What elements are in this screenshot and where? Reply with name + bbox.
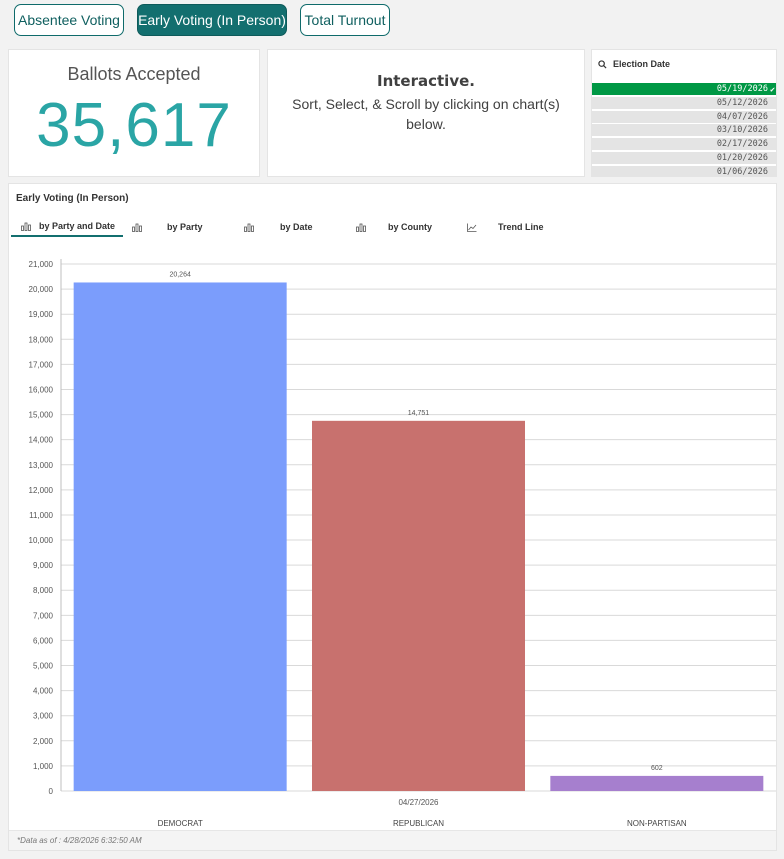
tab-label: by Date bbox=[280, 222, 313, 232]
filter-date-label: 01/06/2026 bbox=[716, 166, 768, 177]
election-date-filter[interactable]: Election Date 05/19/2026 ✔ 05/12/2026 04/07… bbox=[591, 49, 777, 177]
tab-label: by County bbox=[388, 222, 432, 232]
y-tick-label: 9,000 bbox=[33, 561, 54, 570]
y-tick-label: 5,000 bbox=[33, 662, 54, 671]
filter-date-item[interactable]: 01/20/2026 bbox=[592, 152, 776, 165]
category-label: REPUBLICAN bbox=[393, 819, 444, 828]
y-tick-label: 2,000 bbox=[33, 737, 54, 746]
y-tick-label: 10,000 bbox=[29, 536, 54, 545]
y-tick-label: 20,000 bbox=[29, 285, 54, 294]
filter-date-label: 04/07/2026 bbox=[716, 111, 768, 122]
info-card: Interactive. Sort, Select, & Scroll by c… bbox=[267, 49, 585, 177]
y-tick-label: 11,000 bbox=[29, 511, 53, 520]
y-tick-label: 18,000 bbox=[29, 335, 54, 344]
tab-trend-line[interactable]: Trend Line bbox=[467, 217, 544, 237]
data-label: 14,751 bbox=[408, 410, 430, 417]
tab-label: by Party bbox=[167, 222, 203, 232]
category-label: NON-PARTISAN bbox=[627, 819, 687, 828]
y-tick-label: 14,000 bbox=[29, 436, 54, 445]
filter-date-item[interactable]: 03/10/2026 bbox=[592, 124, 776, 138]
y-tick-label: 17,000 bbox=[29, 360, 54, 369]
y-tick-label: 3,000 bbox=[33, 712, 54, 721]
data-label: 602 bbox=[651, 765, 663, 772]
bar-chart-icon bbox=[356, 223, 366, 232]
line-chart-icon bbox=[467, 223, 477, 232]
y-tick-label: 6,000 bbox=[33, 636, 54, 645]
bar-republican[interactable] bbox=[312, 420, 525, 791]
y-tick-label: 7,000 bbox=[33, 611, 54, 620]
filter-date-label: 03/10/2026 bbox=[716, 125, 768, 136]
y-tick-label: 12,000 bbox=[29, 486, 54, 495]
filter-date-label: 01/20/2026 bbox=[716, 153, 768, 163]
y-tick-label: 1,000 bbox=[33, 762, 54, 771]
bar-chart[interactable]: 0 1,000 2,000 3,000 4,000 5,000 6,000 7,000 8,00… bbox=[9, 184, 778, 832]
chart-title: Early Voting (In Person) bbox=[16, 193, 129, 204]
bar-democrat[interactable] bbox=[73, 282, 287, 791]
data-timestamp: *Data as of : 4/28/2026 6:32:50 AM bbox=[9, 830, 776, 850]
filter-header[interactable]: Election Date bbox=[598, 59, 670, 69]
tab-label: by Party and Date bbox=[39, 221, 116, 231]
x-axis-date-label: 04/27/2026 bbox=[398, 798, 439, 807]
bar-non-partisan[interactable] bbox=[550, 775, 764, 791]
y-tick-label: 0 bbox=[49, 787, 54, 796]
tab-by-county[interactable]: by County bbox=[356, 217, 432, 237]
kpi-title: Ballots Accepted bbox=[67, 64, 201, 84]
filter-date-item[interactable]: 01/06/2026 bbox=[592, 165, 776, 177]
filter-date-item[interactable]: 05/12/2026 bbox=[592, 96, 776, 110]
search-icon[interactable] bbox=[598, 59, 607, 69]
kpi-value: 35,617 bbox=[36, 91, 232, 160]
check-icon: ✔ bbox=[770, 85, 775, 94]
filter-date-item[interactable]: 04/07/2026 bbox=[592, 110, 776, 124]
info-title: Interactive. bbox=[377, 72, 475, 90]
bar-chart-icon bbox=[132, 223, 142, 232]
tab-by-party-and-date[interactable]: by Party and Date bbox=[11, 217, 123, 237]
data-label: 20,264 bbox=[169, 271, 191, 278]
y-tick-label: 4,000 bbox=[33, 687, 54, 696]
kpi-card[interactable]: Ballots Accepted 35,617 bbox=[8, 49, 260, 177]
tab-by-date[interactable]: by Date bbox=[244, 217, 313, 237]
bar-chart-icon bbox=[244, 223, 254, 232]
category-label: DEMOCRAT bbox=[158, 819, 203, 828]
filter-date-label: 05/12/2026 bbox=[716, 97, 768, 108]
chart-panel: Early Voting (In Person) by Party and Da… bbox=[8, 183, 777, 851]
y-tick-label: 19,000 bbox=[29, 310, 54, 319]
y-tick-label: 13,000 bbox=[29, 461, 54, 470]
absentee-voting-button[interactable]: Absentee Voting bbox=[14, 4, 124, 36]
y-tick-label: 21,000 bbox=[29, 260, 54, 269]
tab-label: Trend Line bbox=[498, 222, 544, 232]
filter-date-label: 05/19/2026 bbox=[716, 84, 768, 94]
total-turnout-button[interactable]: Total Turnout bbox=[300, 4, 390, 36]
filter-date-item[interactable]: 02/17/2026 bbox=[592, 138, 776, 152]
info-text: Sort, Select, & Scroll by clicking on ch… bbox=[292, 96, 560, 132]
tab-by-party[interactable]: by Party bbox=[132, 217, 203, 237]
early-voting-button[interactable]: Early Voting (In Person) bbox=[137, 4, 287, 36]
filter-date-label: 02/17/2026 bbox=[716, 139, 768, 150]
filter-title: Election Date bbox=[613, 59, 671, 69]
bar-chart-icon bbox=[21, 222, 31, 231]
filter-date-item[interactable]: 05/19/2026 ✔ bbox=[592, 83, 776, 96]
y-tick-label: 8,000 bbox=[33, 586, 54, 595]
y-tick-label: 16,000 bbox=[29, 385, 54, 394]
y-tick-label: 15,000 bbox=[29, 411, 54, 420]
